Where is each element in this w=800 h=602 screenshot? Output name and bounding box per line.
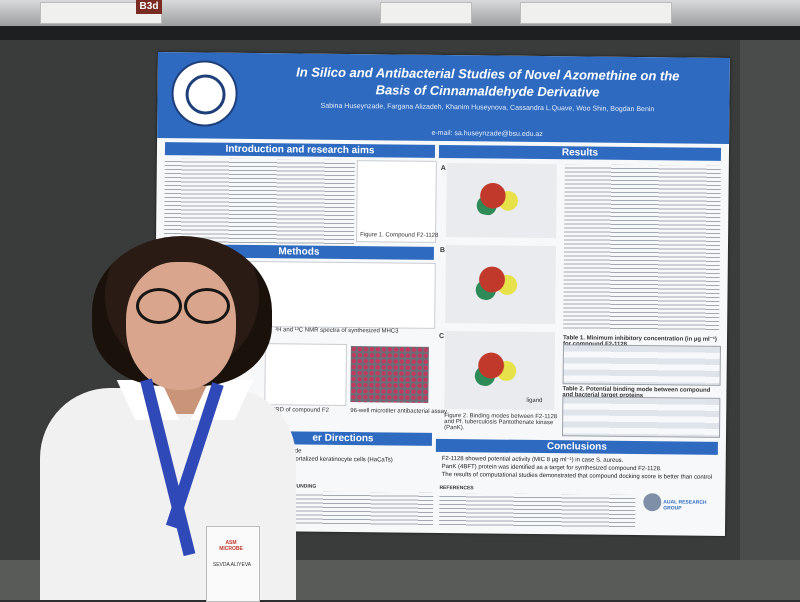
- results-text: [563, 164, 721, 332]
- poster-title: In Silico and Antibacterial Studies of N…: [268, 63, 708, 102]
- compound-structure: [356, 160, 437, 243]
- poster-authors: Sabina Huseynzade, Fargana Alizadeh, Kha…: [267, 101, 707, 142]
- binding-table: [561, 396, 721, 438]
- mic-table: [562, 344, 721, 386]
- conclusion-item: The results of computational studies dem…: [441, 471, 713, 481]
- figure-caption: ¹H and ¹³C NMR spectra of synthesized MH…: [275, 327, 399, 335]
- section-conclusions: Conclusions: [435, 438, 718, 455]
- university-logo-icon: [171, 60, 238, 127]
- microtiter-plate: [350, 346, 429, 403]
- research-group-logo-icon: [643, 493, 662, 512]
- references-heading: REFERENCES: [439, 484, 474, 492]
- ceiling-tile: [380, 2, 472, 24]
- intro-text: [163, 158, 355, 247]
- panel-label: A: [440, 164, 446, 173]
- panel-label: B: [439, 246, 446, 255]
- email-line: e-mail: sa.huseynzade@bsu.edu.az: [431, 129, 543, 139]
- ceiling-tile: [520, 2, 672, 24]
- docking-panel-b: [445, 245, 556, 325]
- badge-name: SEVDA ALIYEVA: [212, 562, 252, 568]
- section-intro: Introduction and research aims: [164, 142, 436, 158]
- adjacent-board: [740, 40, 800, 560]
- figure-caption: Figure 2. Binding modes between F2-1128 …: [444, 413, 558, 432]
- research-group-name: AUAL RESEARCH GROUP: [663, 499, 707, 512]
- poster-header: In Silico and Antibacterial Studies of N…: [157, 52, 730, 144]
- glasses-lens: [136, 288, 182, 324]
- section-results: Results: [438, 144, 722, 161]
- panel-label: C: [438, 332, 445, 341]
- xrd-plot: [264, 343, 347, 406]
- ligand-label: ligand: [526, 397, 543, 405]
- figure-caption: 96-well microtiter antibacterial assay: [350, 408, 447, 416]
- references-text: [439, 492, 636, 530]
- docking-panel-a: [446, 163, 557, 239]
- room-sign: B3d: [136, 0, 162, 14]
- ceiling: B3d: [0, 0, 800, 26]
- glasses-icon: [132, 288, 232, 324]
- presenter-face: [126, 262, 236, 390]
- wall: [0, 26, 800, 40]
- authors-line: Sabina Huseynzade, Fargana Alizadeh, Kha…: [320, 102, 655, 114]
- badge-logo: ASM MICROBE: [219, 540, 243, 552]
- funding-heading: FUNDING: [293, 483, 317, 490]
- figure-caption: Figure 1. Compound F2-1128: [360, 232, 439, 239]
- funding-text: [293, 491, 434, 527]
- conclusions-list: F2-1128 showed potential activity (MIC 8…: [442, 455, 718, 482]
- glasses-lens: [184, 288, 230, 324]
